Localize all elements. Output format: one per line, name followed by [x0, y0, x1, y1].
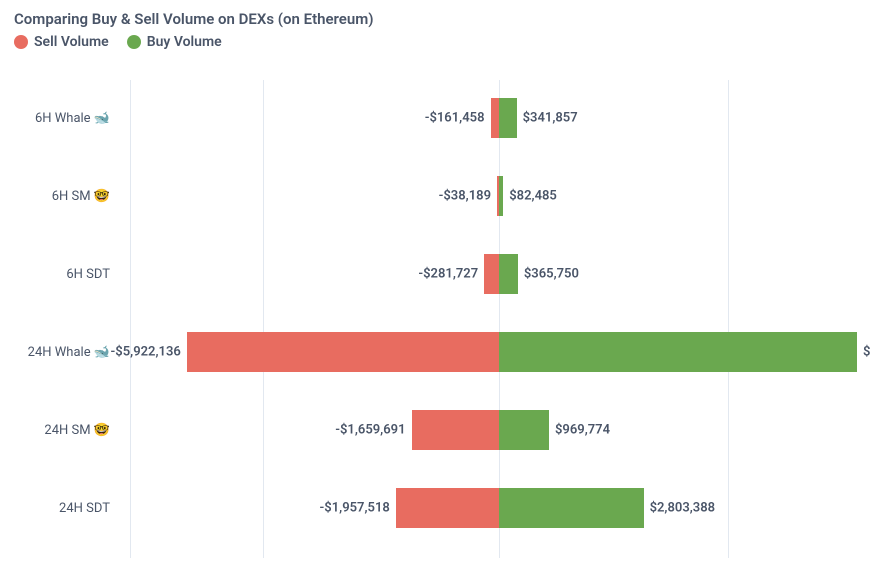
- buy-value-label: $365,750: [524, 267, 579, 282]
- legend-label-buy: Buy Volume: [147, 34, 222, 50]
- buy-value-label: $969,774: [555, 423, 610, 438]
- buy-bar: [499, 488, 644, 528]
- sell-value-label: -$38,189: [439, 189, 491, 204]
- buy-bar: [499, 410, 549, 450]
- gridline: [263, 80, 264, 558]
- buy-value-label: $82,485: [509, 189, 557, 204]
- category-label: 24H SM 🤓: [0, 423, 120, 438]
- legend-item-buy: Buy Volume: [127, 34, 222, 50]
- chart-title: Comparing Buy & Sell Volume on DEXs (on …: [14, 10, 856, 28]
- category-label: 6H SDT: [0, 267, 120, 282]
- category-label: 24H Whale 🐋: [0, 345, 120, 360]
- sell-bar: [412, 410, 499, 450]
- sell-value-label: -$161,458: [425, 111, 485, 126]
- bar-row: 24H Whale 🐋-$5,922,136$6,942,812: [0, 332, 860, 372]
- category-label: 6H Whale 🐋: [0, 111, 120, 126]
- legend: Sell Volume Buy Volume: [14, 34, 856, 50]
- legend-dot-buy: [127, 35, 141, 49]
- buy-bar: [499, 332, 857, 372]
- sell-value-label: -$5,922,136: [111, 345, 181, 360]
- legend-item-sell: Sell Volume: [14, 34, 109, 50]
- chart-header: Comparing Buy & Sell Volume on DEXs (on …: [0, 0, 870, 54]
- gridline: [728, 80, 729, 558]
- buy-bar: [499, 254, 518, 294]
- chart-plot-area: 6H Whale 🐋 -$161,458 $341,857 6H SM 🤓 -$38,1…: [0, 80, 860, 558]
- legend-dot-sell: [14, 35, 28, 49]
- sell-bar: [491, 98, 500, 138]
- sell-bar: [187, 332, 499, 372]
- buy-value-label: $341,857: [523, 111, 578, 126]
- sell-bar: [484, 254, 499, 294]
- legend-label-sell: Sell Volume: [34, 34, 109, 50]
- buy-bar: [499, 176, 503, 216]
- bar-row: 24H SM 🤓 -$1,659,691 $969,774: [0, 410, 860, 450]
- bar-row: 24H SDT -$1,957,518 $2,803,388: [0, 488, 860, 528]
- category-label: 6H SM 🤓: [0, 189, 120, 204]
- category-label: 24H SDT: [0, 501, 120, 516]
- bar-row: 6H SDT -$281,727 $365,750: [0, 254, 860, 294]
- sell-bar: [396, 488, 499, 528]
- buy-value-label: $2,803,388: [650, 501, 716, 516]
- gridline: [499, 80, 500, 558]
- bar-row: 6H SM 🤓 -$38,189 $82,485: [0, 176, 860, 216]
- sell-value-label: -$1,659,691: [335, 423, 405, 438]
- buy-bar: [499, 98, 517, 138]
- gridline: [130, 80, 131, 558]
- sell-value-label: -$281,727: [418, 267, 478, 282]
- buy-value-label: $6,942,812: [863, 345, 870, 360]
- sell-value-label: -$1,957,518: [320, 501, 390, 516]
- bar-row: 6H Whale 🐋 -$161,458 $341,857: [0, 98, 860, 138]
